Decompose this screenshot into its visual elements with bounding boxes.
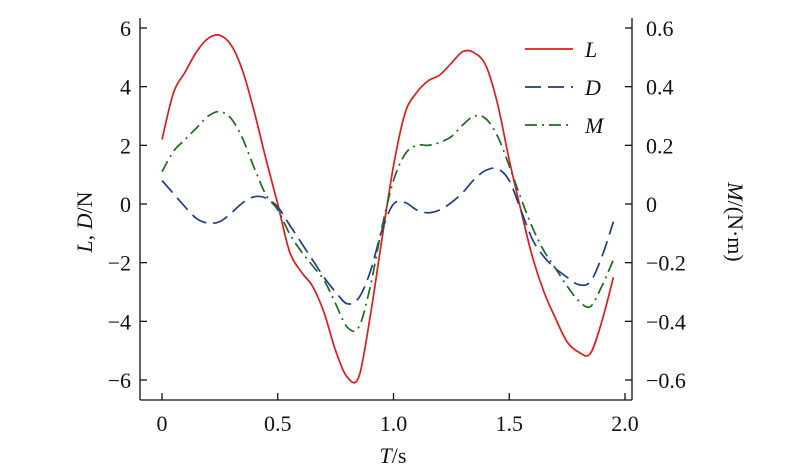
y-tick-label-left: 2: [120, 133, 131, 158]
legend: LDM: [525, 37, 605, 138]
legend-label-D: D: [584, 75, 601, 100]
y-tick-label-right: 0.4: [646, 75, 674, 100]
series-line-M: [161, 110, 615, 333]
x-axis-title: T/s: [380, 443, 407, 468]
x-tick-label: 1.0: [380, 411, 408, 436]
series-line-D: [161, 167, 615, 305]
x-tick-label: 0: [157, 411, 168, 436]
y-tick-label-right: 0.2: [646, 133, 674, 158]
legend-label-L: L: [584, 37, 597, 62]
y-axis-title-right: M/(N·m): [723, 181, 748, 261]
x-tick-label: 1.5: [496, 411, 524, 436]
y-tick-label-right: −0.4: [646, 309, 686, 334]
x-tick-label: 0.5: [264, 411, 292, 436]
series-line-L: [161, 34, 615, 384]
y-tick-label-left: −6: [108, 368, 131, 393]
y-tick-label-left: 0: [120, 192, 131, 217]
y-tick-label-left: −4: [108, 309, 131, 334]
y-tick-label-left: 4: [120, 75, 131, 100]
axes: 0 0.5 1.0 1.5 2.0 −6 −4 −2 0 2 4 6 −0.6 −0.4 −0.2 0 0.2 0…: [108, 16, 686, 436]
y-tick-label-right: −0.2: [646, 251, 686, 276]
y-tick-label-right: 0: [646, 192, 657, 217]
y-tick-label-left: −2: [108, 251, 131, 276]
y-tick-label-right: 0.6: [646, 16, 674, 41]
legend-label-M: M: [584, 113, 605, 138]
y-axis-title-left: L, D/N: [72, 191, 97, 253]
y-tick-label-left: 6: [120, 16, 131, 41]
series-layer: [161, 34, 615, 384]
x-tick-label: 2.0: [611, 411, 639, 436]
y-tick-label-right: −0.6: [646, 368, 686, 393]
